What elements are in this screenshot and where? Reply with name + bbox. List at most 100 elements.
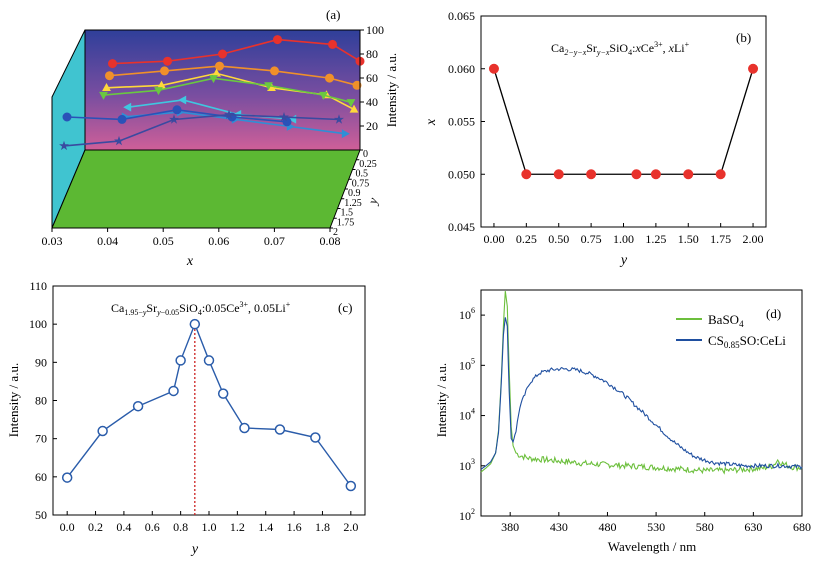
panel-d-series-line [480,317,803,471]
panel-a-xlabel: x [186,254,194,269]
panel-a-z-tick-label: 100 [366,23,384,37]
panel-b-point [553,169,564,180]
panel-b-y-tick-label: 0.045 [448,220,475,234]
panel-a-z-tick-label: 20 [366,119,378,133]
panel-a-series-marker [224,109,234,119]
panel-b-y-tick-label: 0.055 [448,115,475,129]
panel-a-ylabel: y [364,196,381,208]
panel-b-point [683,169,694,180]
panel-c-y-tick-label: 50 [35,508,47,522]
panel-d-x-tick-label: 680 [793,520,811,534]
panel-d-y-tick-label: 104 [459,407,475,423]
panel-a-series-marker [328,39,337,49]
panel-d-x-tick-label: 380 [501,520,519,534]
panel-d-x-tick-label: 630 [744,520,762,534]
panel-a-series-marker [270,66,279,76]
panel-c-formula: Ca1.95−ySry−0.05SiO4:0.05Ce3+, 0.05Li+ [111,300,291,317]
panel-c-point [345,480,357,492]
panel-a-y-tick-label: 0 [363,149,368,160]
panel-a-series-marker [160,66,169,76]
panel-a-series-marker [123,102,132,112]
panel-b-formula: Ca2−y−xSry−xSiO4:xCe3+, xLi+ [551,40,690,57]
panel-d-frame [480,289,803,517]
panel-b-xlabel: y [619,253,628,268]
panel-a-series-marker [215,61,224,71]
panel-a-series-line [112,38,361,65]
panel-a-x-tick-label: 0.05 [153,234,174,248]
panel-c-x-tick-label: 1.6 [287,520,302,534]
panel-d-ylabel: Intensity / a.u. [434,363,449,437]
panel-b-ticks: 0.00 0.25 0.50 0.75 1.00 1.25 1.50 1.75 2.00 0.04… [448,9,764,246]
panel-c-x-tick-label: 1.8 [315,520,330,534]
panel-a-series-marker [346,99,356,108]
panel-b-y-tick-label: 0.065 [448,9,475,23]
panel-a-series-marker [264,82,273,91]
panel-c-point [274,424,286,435]
panel-a-series-line [103,77,352,104]
panel-a-series-marker [325,73,334,83]
panel-a-series-marker [279,111,289,122]
panel-d-legend: BaSO4 CS0.85SO:CeLi [676,312,786,350]
panel-b-ylabel: x [424,118,439,126]
panel-c-point [203,355,215,366]
panel-a-y-tick-label: 0.25 [359,159,377,170]
panel-b-point [650,169,661,180]
panel-b-point [748,63,759,74]
panel-a-series-marker [157,80,166,89]
panel-a-series-marker [319,91,328,100]
panel-b-point [488,63,499,74]
panel-c-point [189,318,201,330]
panel-a-series-marker [117,114,127,124]
panel-a-x-tick-label: 0.03 [42,234,63,248]
panel-c-x-tick-label: 0.2 [88,520,103,534]
panel-c-x-tick-label: 0.0 [60,520,75,534]
panel-a-series-marker [273,35,282,45]
panel-c-x-tick-label: 0.8 [173,520,188,534]
panel-d-x-tick-label: 530 [647,520,665,534]
panel-a-z-ticks: 20 40 60 80 100 [360,23,384,133]
panel-a-y-ticks: 00.250.50.750.91.251.51.752 [330,149,377,238]
panel-a-x-tick-label: 0.04 [97,234,118,248]
panel-b-x-tick-label: 0.50 [548,232,569,246]
panel-c-point [239,422,250,434]
panel-c-point [132,400,144,412]
panel-a-series-marker [62,112,72,122]
panel-c-x-tick-label: 2.0 [343,520,358,534]
panel-c-y-tick-label: 100 [29,317,47,331]
panel-a-z-tick-label: 40 [366,95,378,109]
panel-c-point [310,432,321,443]
panel-a-z-tick-label: 80 [366,47,378,61]
panel-a-series-marker [169,114,179,124]
panel-c-point [61,472,73,483]
panel-c-point [175,355,186,366]
panel-a-y-tick-label: 1.25 [344,198,362,209]
panel-d-y-tick-label: 103 [459,457,475,473]
panel-b-x-tick-label: 0.00 [483,232,504,246]
panel-a-series-marker [99,91,108,100]
panel-d-xlabel: Wavelength / nm [608,539,697,554]
panel-c-xlabel: y [190,542,199,557]
panel-d-ticks: 380 430 480 530 580 630 680 102 103 104 105 106 [459,306,811,534]
panel-c-y-tick-label: 80 [35,394,47,408]
panel-c-frame [52,285,366,516]
legend-label-baso4: BaSO4 [708,312,744,329]
panel-b-x-tick-label: 1.25 [645,232,666,246]
panel-a-floor [51,149,361,229]
panel-a-series-marker [102,83,111,91]
panel-a-zlabel: Intensity / a.u. [384,53,399,127]
panel-b-line [493,68,754,175]
panel-a-series-marker [334,114,344,124]
panel-a-series-marker [105,71,114,81]
panel-a-x-tick-label: 0.06 [208,234,229,248]
panel-a-series-marker [154,87,163,96]
panel-b-point [586,169,597,180]
panel-d-x-tick-label: 430 [550,520,568,534]
panel-a-series-marker [178,95,187,105]
panel-b-label: (b) [736,30,751,45]
panel-a-series-marker [218,49,227,59]
panel-d-label: (d) [766,306,781,321]
panel-a-y-tick-label: 0.9 [348,188,361,199]
panel-d-y-tick-label: 102 [459,507,475,523]
panel-a-series-marker [114,135,124,146]
panel-a-series-marker [267,83,276,91]
